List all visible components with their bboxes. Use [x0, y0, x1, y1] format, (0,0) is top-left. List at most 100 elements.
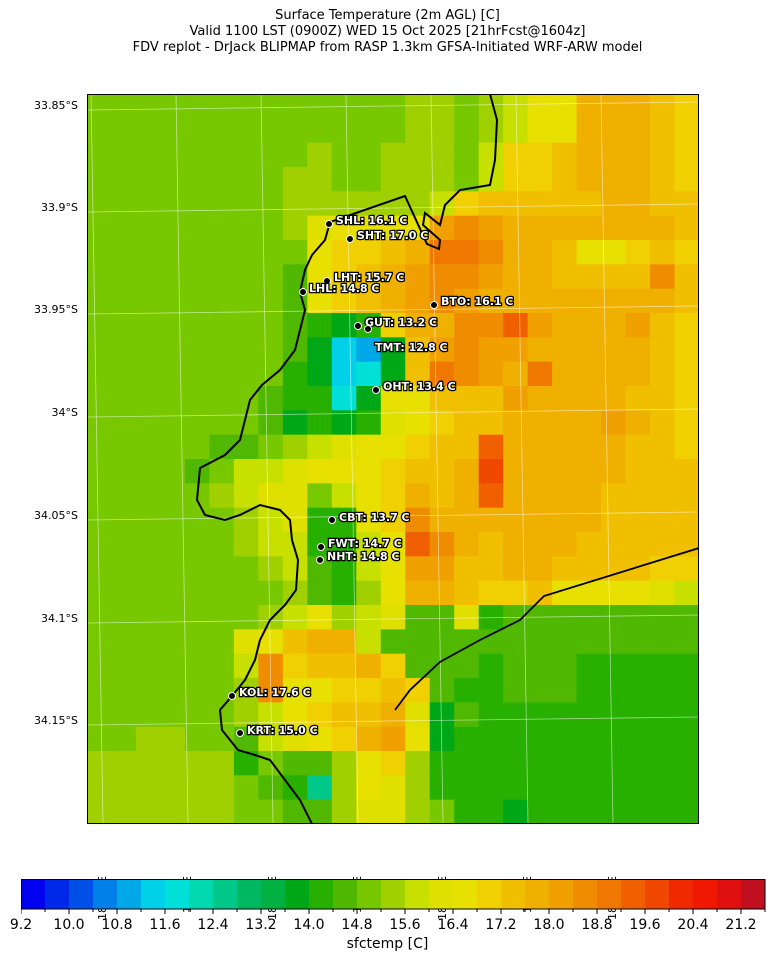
heatmap-cell — [478, 726, 504, 752]
heatmap-cell — [160, 580, 186, 606]
heatmap-cell — [478, 118, 504, 144]
heatmap-cell — [380, 142, 406, 168]
heatmap-cell — [111, 556, 137, 582]
heatmap-cell — [380, 361, 406, 387]
heatmap-cell — [478, 240, 504, 265]
heatmap-cell — [503, 240, 529, 265]
heatmap-cell — [674, 142, 699, 168]
heatmap-cell — [527, 580, 553, 606]
heatmap-cell — [454, 605, 480, 630]
municipal-boundary — [394, 547, 699, 711]
heatmap-cell — [111, 142, 137, 168]
station-label: SHL: 16.1 C — [336, 214, 407, 227]
heatmap-cell — [552, 313, 578, 338]
heatmap-cell — [258, 94, 284, 119]
heatmap-cell — [111, 726, 137, 752]
heatmap-cell — [307, 118, 333, 144]
colorbar-swatch — [165, 879, 190, 909]
heatmap-cell — [576, 386, 602, 411]
heatmap-cell — [527, 167, 553, 192]
heatmap-cell — [233, 142, 259, 168]
heatmap-cell — [405, 459, 431, 484]
heatmap-cell — [503, 288, 529, 314]
heatmap-cell — [331, 288, 357, 314]
heatmap-cell — [307, 410, 333, 436]
heatmap-cell — [601, 799, 627, 824]
heatmap-cell — [478, 751, 504, 776]
heatmap-cell — [209, 605, 235, 630]
heatmap-cell — [478, 580, 504, 606]
heatmap-cell — [184, 94, 210, 119]
colorbar-tick-label: 10.8 — [101, 917, 133, 933]
heatmap-cell — [160, 726, 186, 752]
heatmap-cell — [87, 653, 112, 679]
heatmap-cell — [87, 386, 112, 411]
heatmap-cell — [135, 459, 161, 484]
heatmap-cell — [625, 775, 651, 801]
heatmap-cell — [503, 507, 529, 533]
heatmap-cell — [282, 653, 308, 679]
heatmap-cell — [209, 483, 235, 509]
heatmap-cell — [552, 702, 578, 728]
heatmap-cell — [503, 532, 529, 557]
heatmap-cell — [282, 434, 308, 460]
heatmap-cell — [209, 337, 235, 363]
heatmap-cell — [160, 751, 186, 776]
station-label: NHT: 14.8 C — [327, 550, 400, 563]
heatmap-cell — [160, 702, 186, 728]
latitude-gridline — [87, 614, 699, 624]
heatmap-cell — [233, 167, 259, 192]
heatmap-cell — [184, 264, 210, 290]
colorbar-swatch — [429, 879, 454, 909]
heatmap-cell — [87, 726, 112, 752]
heatmap-cell — [429, 361, 455, 387]
heatmap-cell — [478, 434, 504, 460]
heatmap-cell — [405, 775, 431, 801]
heatmap-cell — [552, 459, 578, 484]
heatmap-cell — [184, 361, 210, 387]
heatmap-cell — [429, 507, 455, 533]
heatmap-cell — [552, 726, 578, 752]
heatmap-cell — [135, 386, 161, 411]
heatmap-cell — [184, 775, 210, 801]
heatmap-cell — [650, 799, 676, 824]
heatmap-cell — [478, 653, 504, 679]
heatmap-cell — [87, 702, 112, 728]
heatmap-cell — [209, 361, 235, 387]
heatmap-cell — [307, 386, 333, 411]
heatmap-cell — [478, 215, 504, 241]
heatmap-cell — [576, 191, 602, 217]
colorbar-tick-label: 14.8 — [341, 917, 373, 933]
heatmap-cell — [258, 264, 284, 290]
heatmap-cell — [380, 580, 406, 606]
colorbar-swatch — [525, 879, 550, 909]
heatmap-cell — [527, 94, 553, 119]
heatmap-cell — [576, 483, 602, 509]
heatmap-cell — [331, 410, 357, 436]
colorbar-tick-label: 15.6 — [389, 917, 421, 933]
heatmap-cell — [527, 361, 553, 387]
heatmap-cell — [576, 264, 602, 290]
heatmap-cell — [405, 483, 431, 509]
heatmap-cell — [87, 459, 112, 484]
heatmap-cell — [135, 361, 161, 387]
heatmap-cell — [135, 653, 161, 679]
heatmap-cell — [356, 410, 382, 436]
heatmap-cell — [258, 483, 284, 509]
latitude-label: 34.05°S — [34, 509, 78, 522]
heatmap-cell — [160, 799, 186, 824]
heatmap-cell — [307, 726, 333, 752]
title-line-1: Surface Temperature (2m AGL) [C] — [275, 8, 500, 23]
heatmap-cell — [650, 580, 676, 606]
heatmap-cell — [601, 288, 627, 314]
heatmap-cell — [111, 240, 137, 265]
heatmap-cell — [454, 580, 480, 606]
heatmap-cell — [331, 264, 357, 290]
heatmap-cell — [601, 240, 627, 265]
heatmap-cell — [356, 459, 382, 484]
heatmap-cell — [307, 678, 333, 703]
heatmap-cell — [527, 118, 553, 144]
colorbar-tick-label: 21.2 — [725, 917, 757, 933]
heatmap-cell — [478, 507, 504, 533]
heatmap-cell — [674, 751, 699, 776]
